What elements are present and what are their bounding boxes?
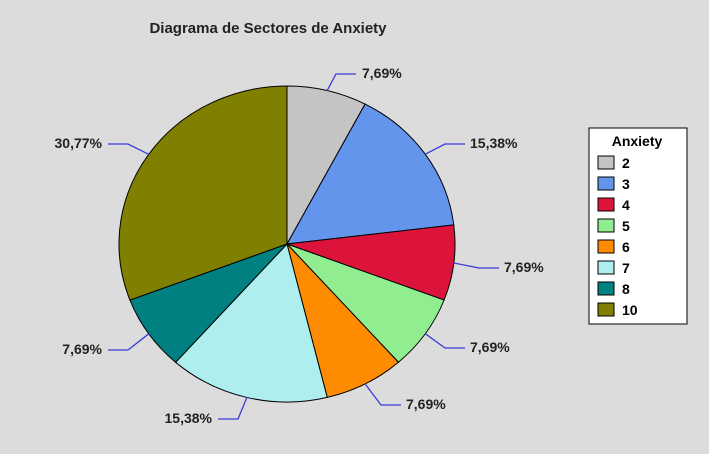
slice-label-4: 7,69% <box>504 259 544 275</box>
leader-line-7 <box>218 397 248 420</box>
legend-label-3: 3 <box>622 176 630 192</box>
slice-label-3: 15,38% <box>470 135 518 151</box>
legend-label-7: 7 <box>622 260 630 276</box>
legend-label-10: 10 <box>622 302 638 318</box>
leader-line-2 <box>326 73 356 91</box>
legend-label-4: 4 <box>622 197 630 213</box>
legend-swatch-4 <box>597 197 615 212</box>
leader-line-4 <box>453 262 499 269</box>
leader-line-3 <box>425 143 465 155</box>
pie-slices <box>118 85 456 403</box>
pie-slice-3 <box>286 103 455 245</box>
slice-label-10: 30,77% <box>55 135 103 151</box>
legend-swatch-7 <box>597 260 615 275</box>
legend-title: Anxiety <box>612 133 663 149</box>
legend-swatch-8 <box>597 281 615 296</box>
legend-swatch-6 <box>597 239 615 254</box>
leader-line-10 <box>108 143 149 155</box>
slice-label-6: 7,69% <box>406 396 446 412</box>
legend-label-5: 5 <box>622 218 630 234</box>
leader-line-8 <box>108 333 150 351</box>
slice-label-5: 7,69% <box>470 339 510 355</box>
legend-swatch-5 <box>597 218 615 233</box>
leader-line-6 <box>364 383 401 406</box>
legend-label-8: 8 <box>622 281 630 297</box>
pie-slice-10 <box>118 85 288 301</box>
slice-label-2: 7,69% <box>362 65 402 81</box>
slice-label-8: 7,69% <box>62 341 102 357</box>
legend-swatch-3 <box>597 176 615 191</box>
slice-label-7: 15,38% <box>165 410 213 426</box>
legend-swatch-2 <box>597 155 615 170</box>
legend-swatch-10 <box>597 302 615 317</box>
leader-line-5 <box>424 333 465 349</box>
leader-lines <box>108 73 499 420</box>
slice-labels: 7,69% 15,38% 7,69% 7,69% 7,69% 15,38% 7,69% 30,… <box>55 65 545 426</box>
legend-label-6: 6 <box>622 239 630 255</box>
legend-items: 2 3 4 5 6 7 8 10 <box>597 155 638 318</box>
chart-title: Diagrama de Sectores de Anxiety <box>149 20 387 37</box>
legend: Anxiety 2 3 4 5 6 7 8 10 <box>588 127 688 325</box>
legend-label-2: 2 <box>622 155 630 171</box>
